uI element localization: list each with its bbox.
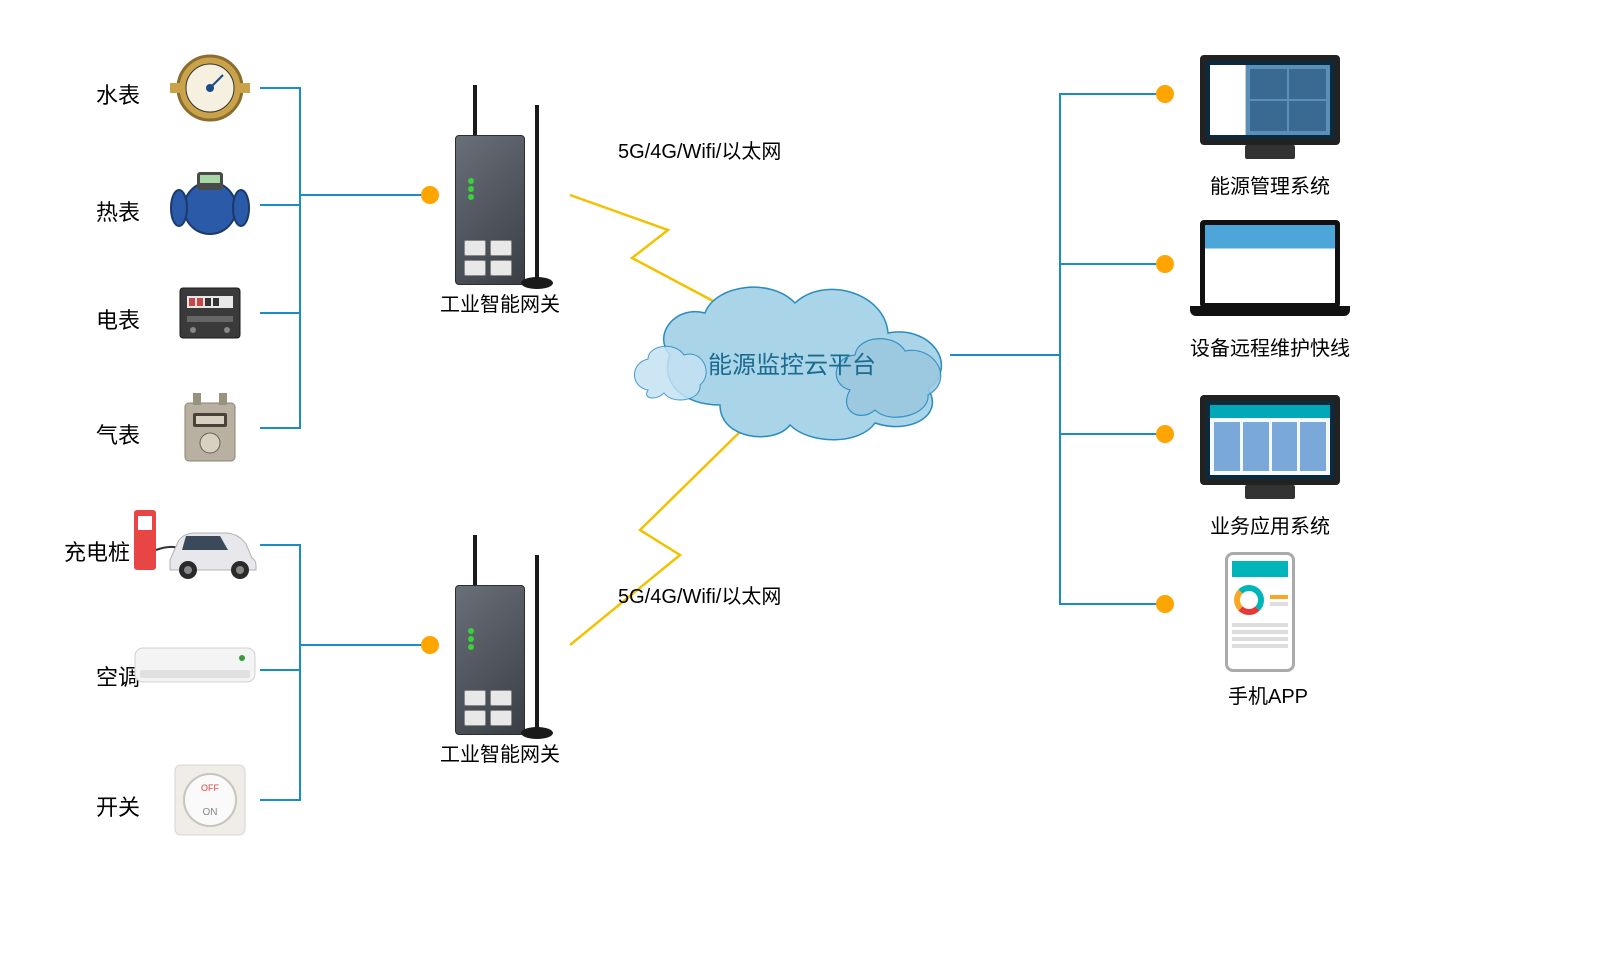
cloud-label: 能源监控云平台 bbox=[708, 345, 876, 380]
gas-meter-label: 气表 bbox=[50, 418, 140, 450]
gateway-2-node-dot bbox=[421, 636, 439, 654]
business-app-node-dot bbox=[1156, 425, 1174, 443]
switch-label: 开关 bbox=[50, 790, 140, 822]
remote-maint-icon bbox=[1190, 220, 1350, 320]
mobile-app-label: 手机APP bbox=[1228, 680, 1308, 709]
charger-label: 充电桩 bbox=[40, 535, 130, 567]
gateway-1-node-dot bbox=[421, 186, 439, 204]
business-app-label: 业务应用系统 bbox=[1210, 510, 1330, 539]
heat-meter-label: 热表 bbox=[50, 195, 140, 227]
heat-meter-icon bbox=[165, 160, 255, 250]
switch-icon: OFF ON bbox=[165, 755, 255, 845]
gateway-2-label: 工业智能网关 bbox=[440, 738, 560, 767]
aircon-icon bbox=[130, 640, 260, 690]
energy-mgmt-node-dot bbox=[1156, 85, 1174, 103]
remote-maint-node-dot bbox=[1156, 255, 1174, 273]
gateway-2 bbox=[455, 545, 565, 735]
mobile-app-icon bbox=[1225, 552, 1295, 672]
water-meter-icon bbox=[165, 43, 255, 133]
conn-label-2: 5G/4G/Wifi/以太网 bbox=[618, 580, 781, 609]
ev-charger-icon bbox=[130, 500, 260, 590]
energy-monitoring-diagram: 水表 热表 电表 气表 充电桩 bbox=[0, 0, 1597, 963]
business-app-icon bbox=[1200, 395, 1340, 485]
water-meter-label: 水表 bbox=[50, 78, 140, 110]
energy-mgmt-label: 能源管理系统 bbox=[1210, 170, 1330, 199]
gateway-1 bbox=[455, 95, 565, 285]
electric-meter-label: 电表 bbox=[50, 303, 140, 335]
svg-text:OFF: OFF bbox=[201, 783, 219, 793]
aircon-label: 空调 bbox=[50, 660, 140, 692]
energy-mgmt-icon bbox=[1200, 55, 1340, 145]
conn-label-1: 5G/4G/Wifi/以太网 bbox=[618, 135, 781, 164]
gas-meter-icon bbox=[165, 383, 255, 473]
remote-maint-label: 设备远程维护快线 bbox=[1190, 332, 1350, 361]
mobile-app-node-dot bbox=[1156, 595, 1174, 613]
electric-meter-icon bbox=[165, 268, 255, 358]
svg-text:ON: ON bbox=[203, 807, 218, 818]
gateway-1-label: 工业智能网关 bbox=[440, 288, 560, 317]
